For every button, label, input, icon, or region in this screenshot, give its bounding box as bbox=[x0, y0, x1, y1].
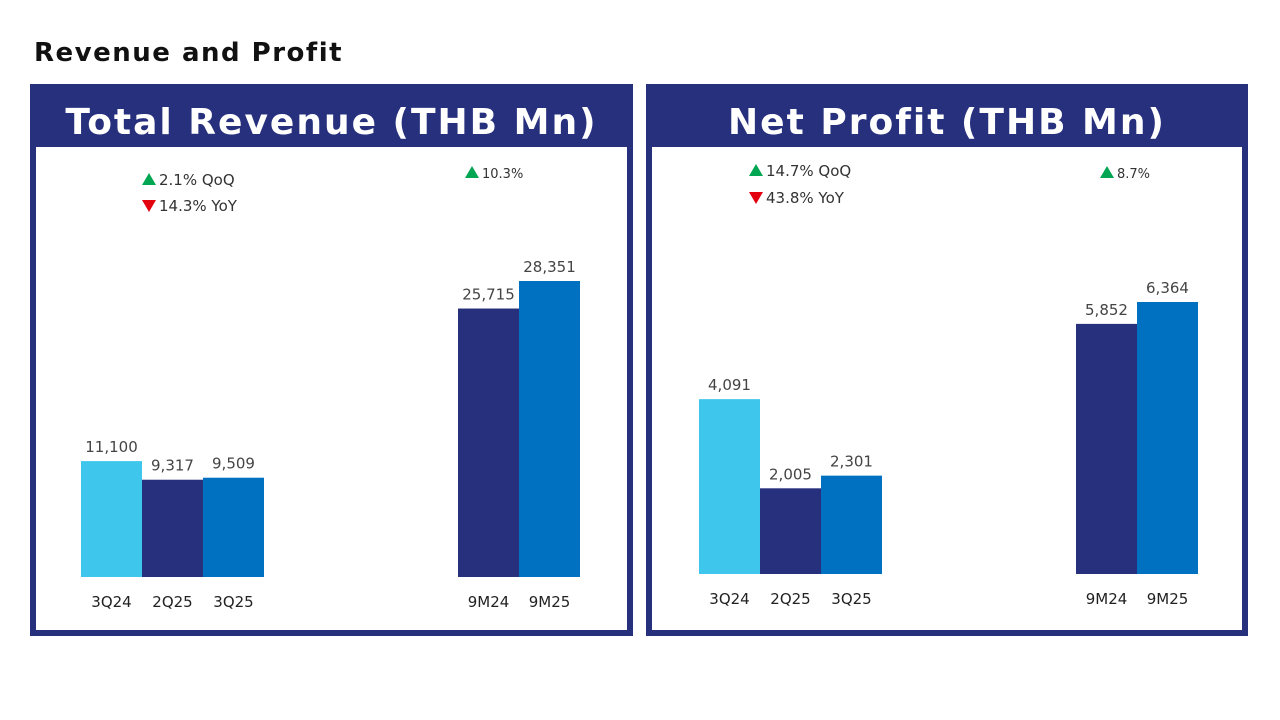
net-profit-bar-9m24 bbox=[1076, 323, 1137, 574]
revenue-bar-chart: 11,100 3Q24 9,317 2Q25 9,509 3Q25 25,715 9M24 28… bbox=[81, 258, 580, 611]
revenue-bar-3q25 bbox=[203, 477, 264, 577]
page-title: Revenue and Profit bbox=[34, 38, 344, 68]
revenue-category-label-3q24: 3Q24 bbox=[91, 593, 131, 611]
net-profit-category-label-9m24: 9M24 bbox=[1086, 590, 1128, 608]
revenue-qoq-note: 2.1% QoQ bbox=[142, 171, 235, 189]
revenue-chart-title: Total Revenue (THB Mn) bbox=[65, 102, 598, 143]
net-profit-data-label-2q25: 2,005 bbox=[769, 465, 812, 483]
net-profit-category-label-3q24: 3Q24 bbox=[709, 590, 749, 608]
revenue-qoq-text: 2.1% QoQ bbox=[159, 171, 235, 189]
revenue-bar-9m25 bbox=[519, 281, 580, 577]
net-profit-yoy-note: 43.8% YoY bbox=[749, 189, 844, 207]
revenue-data-label-9m25: 28,351 bbox=[523, 258, 576, 276]
net-profit-category-label-9m25: 9M25 bbox=[1147, 590, 1189, 608]
revenue-data-label-9m24: 25,715 bbox=[462, 286, 515, 304]
net-profit-bar-3q25 bbox=[821, 475, 882, 574]
net-profit-yoy-text: 43.8% YoY bbox=[766, 189, 844, 207]
net-profit-data-label-9m25: 6,364 bbox=[1146, 279, 1189, 297]
revenue-category-label-9m25: 9M25 bbox=[529, 593, 571, 611]
net-profit-category-label-2q25: 2Q25 bbox=[770, 590, 810, 608]
revenue-chart-area: 2.1% QoQ 14.3% YoY 10.3% 11,100 3Q24 9,317… bbox=[36, 147, 627, 630]
revenue-bar-3q24 bbox=[81, 461, 142, 577]
up-arrow-icon bbox=[1100, 166, 1114, 178]
net-profit-bar-2q25 bbox=[760, 488, 821, 574]
up-arrow-icon bbox=[465, 166, 479, 178]
net-profit-panel: Net Profit (THB Mn) 14.7% QoQ 43.8% YoY … bbox=[646, 84, 1248, 636]
down-arrow-icon bbox=[142, 200, 156, 212]
revenue-bar-9m24 bbox=[458, 308, 519, 577]
net-profit-chart-area: 14.7% QoQ 43.8% YoY 8.7% 4,091 3Q24 2,005 2… bbox=[652, 147, 1242, 630]
down-arrow-icon bbox=[749, 192, 763, 204]
revenue-yoy-text: 14.3% YoY bbox=[159, 197, 237, 215]
revenue-data-label-3q24: 11,100 bbox=[85, 438, 138, 456]
up-arrow-icon bbox=[142, 173, 156, 185]
revenue-category-label-3q25: 3Q25 bbox=[213, 593, 253, 611]
net-profit-9m-note: 8.7% bbox=[1100, 166, 1150, 182]
net-profit-bar-3q24 bbox=[699, 399, 760, 574]
revenue-bar-2q25 bbox=[142, 479, 203, 577]
net-profit-qoq-note: 14.7% QoQ bbox=[749, 162, 851, 180]
net-profit-data-label-9m24: 5,852 bbox=[1085, 301, 1128, 319]
net-profit-bar-9m25 bbox=[1137, 302, 1198, 574]
net-profit-data-label-3q25: 2,301 bbox=[830, 453, 873, 471]
net-profit-9m-text: 8.7% bbox=[1117, 167, 1151, 182]
revenue-panel: Total Revenue (THB Mn) 2.1% QoQ 14.3% Yo… bbox=[30, 84, 633, 636]
net-profit-qoq-text: 14.7% QoQ bbox=[766, 162, 852, 180]
revenue-data-label-2q25: 9,317 bbox=[151, 457, 194, 475]
revenue-category-label-2q25: 2Q25 bbox=[152, 593, 192, 611]
net-profit-chart-title: Net Profit (THB Mn) bbox=[728, 102, 1166, 143]
revenue-data-label-3q25: 9,509 bbox=[212, 455, 255, 473]
net-profit-category-label-3q25: 3Q25 bbox=[831, 590, 871, 608]
revenue-yoy-note: 14.3% YoY bbox=[142, 197, 237, 215]
revenue-9m-note: 10.3% bbox=[465, 166, 523, 182]
revenue-9m-text: 10.3% bbox=[482, 167, 524, 182]
up-arrow-icon bbox=[749, 164, 763, 176]
net-profit-data-label-3q24: 4,091 bbox=[708, 376, 751, 394]
revenue-category-label-9m24: 9M24 bbox=[468, 593, 510, 611]
net-profit-bar-chart: 4,091 3Q24 2,005 2Q25 2,301 3Q25 5,852 9M24 6,36… bbox=[699, 279, 1198, 608]
